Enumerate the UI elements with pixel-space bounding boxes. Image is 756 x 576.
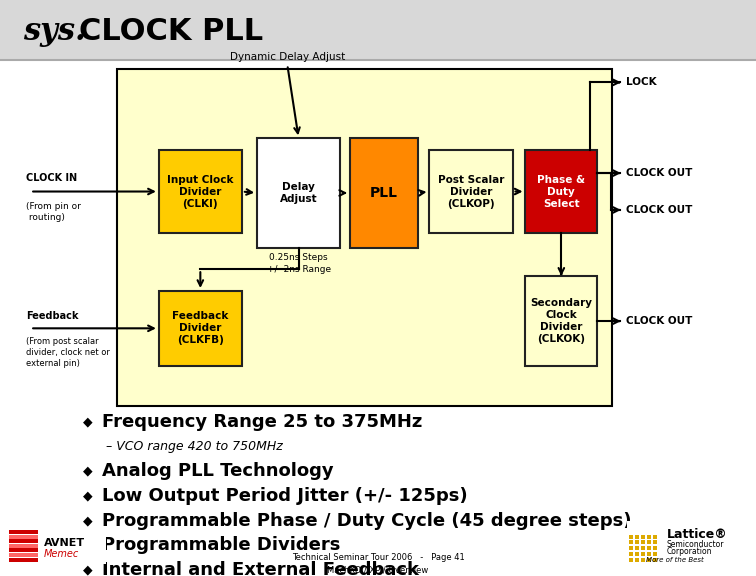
Bar [0, 0, 756, 60]
Text: Analog PLL Technology: Analog PLL Technology [102, 462, 333, 480]
Bar [525, 276, 597, 366]
Text: Frequency Range 25 to 375MHz: Frequency Range 25 to 375MHz [102, 412, 423, 431]
Bar [641, 540, 645, 544]
Text: CLOCK OUT: CLOCK OUT [626, 168, 692, 178]
Bar [653, 540, 657, 544]
Bar [653, 535, 657, 539]
Bar [159, 150, 242, 233]
Text: Corporation: Corporation [667, 547, 712, 556]
Bar [635, 546, 639, 550]
Text: (From pin or
 routing): (From pin or routing) [26, 202, 82, 222]
Text: More of the Best: More of the Best [646, 558, 704, 563]
Bar [629, 546, 633, 550]
Bar [641, 558, 645, 562]
Text: ◆: ◆ [83, 415, 93, 428]
Text: Secondary
Clock
Divider
(CLKOK): Secondary Clock Divider (CLKOK) [530, 298, 593, 344]
Bar [117, 69, 612, 406]
Bar [653, 558, 657, 562]
Text: CLOCK IN: CLOCK IN [26, 173, 78, 183]
Text: Programmable Dividers: Programmable Dividers [102, 536, 340, 555]
Bar [629, 535, 633, 539]
Text: CLOCK OUT: CLOCK OUT [626, 205, 692, 215]
Text: ◆: ◆ [83, 465, 93, 478]
Text: PLL: PLL [370, 186, 398, 200]
Text: Programmable Phase / Duty Cycle (45 degree steps): Programmable Phase / Duty Cycle (45 degr… [102, 511, 631, 530]
Bar [429, 150, 513, 233]
Text: CLOCK OUT: CLOCK OUT [626, 316, 692, 326]
Bar [647, 558, 651, 562]
Bar [629, 552, 633, 556]
Bar [9, 548, 38, 552]
Text: Memec: Memec [44, 549, 79, 559]
Text: Internal and External Feedback: Internal and External Feedback [102, 561, 419, 576]
Bar [159, 291, 242, 366]
Bar [525, 150, 597, 233]
Text: 0.25ns Steps
+/- 2ns Range: 0.25ns Steps +/- 2ns Range [267, 253, 330, 274]
Bar [627, 521, 748, 564]
Text: – VCO range 420 to 750MHz: – VCO range 420 to 750MHz [106, 440, 283, 453]
Text: Dynamic Delay Adjust: Dynamic Delay Adjust [230, 52, 345, 62]
Text: LOCK: LOCK [626, 77, 657, 88]
Bar [635, 558, 639, 562]
Text: Low Output Period Jitter (+/- 125ps): Low Output Period Jitter (+/- 125ps) [102, 487, 468, 505]
Text: AVNET: AVNET [44, 537, 85, 548]
Bar [629, 558, 633, 562]
Bar [635, 540, 639, 544]
Text: Phase &
Duty
Select: Phase & Duty Select [538, 175, 585, 209]
Text: ◆: ◆ [83, 514, 93, 527]
Bar [647, 540, 651, 544]
Bar [635, 535, 639, 539]
Bar [8, 527, 106, 564]
Text: Feedback
Divider
(CLKFB): Feedback Divider (CLKFB) [172, 311, 228, 346]
Text: Semiconductor: Semiconductor [667, 540, 724, 549]
Text: (From post scalar
divider, clock net or
external pin): (From post scalar divider, clock net or … [26, 337, 110, 368]
Text: Delay
Adjust: Delay Adjust [280, 182, 318, 204]
Bar [641, 546, 645, 550]
Bar [9, 535, 38, 539]
Text: ◆: ◆ [83, 539, 93, 552]
Text: Technical Seminar Tour 2006   -   Page 41
MachXO / XP / Overview: Technical Seminar Tour 2006 - Page 41 Ma… [292, 552, 464, 574]
Text: ◆: ◆ [83, 564, 93, 576]
Bar [629, 540, 633, 544]
Bar [653, 552, 657, 556]
Bar [647, 546, 651, 550]
Bar [653, 546, 657, 550]
Bar [647, 535, 651, 539]
Bar [641, 535, 645, 539]
Bar [257, 138, 340, 248]
Text: ◆: ◆ [83, 490, 93, 502]
Text: Input Clock
Divider
(CLKI): Input Clock Divider (CLKI) [167, 175, 234, 209]
Text: Lattice®: Lattice® [667, 528, 727, 541]
Bar [641, 552, 645, 556]
Bar [647, 552, 651, 556]
Bar [350, 138, 418, 248]
Bar [9, 544, 38, 548]
Bar [635, 552, 639, 556]
Bar [9, 539, 38, 543]
Text: Feedback: Feedback [26, 312, 79, 321]
Bar [9, 553, 38, 557]
Text: Post Scalar
Divider
(CLKOP): Post Scalar Divider (CLKOP) [438, 175, 504, 209]
Text: CLOCK PLL: CLOCK PLL [79, 17, 264, 46]
Text: sys.: sys. [23, 16, 85, 47]
Bar [9, 558, 38, 562]
Bar [9, 530, 38, 534]
